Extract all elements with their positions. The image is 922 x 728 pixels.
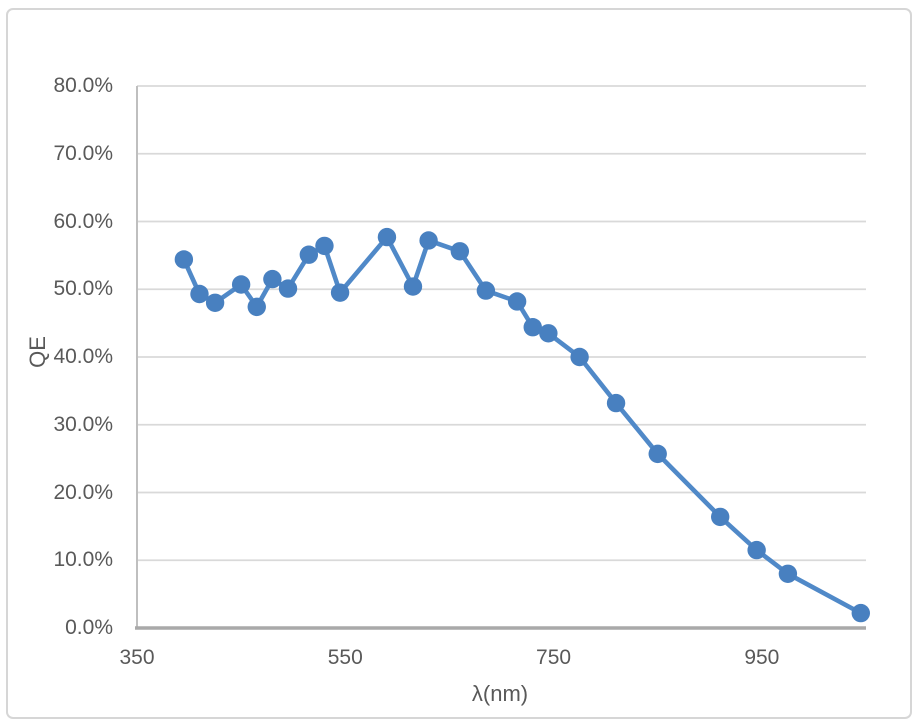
qe-data-point xyxy=(299,245,319,264)
qe-data-point xyxy=(330,283,350,302)
y-tick-label: 30.0% xyxy=(53,412,113,436)
qe-data-point xyxy=(711,507,730,527)
qe-data-point xyxy=(419,231,438,250)
qe-data-point xyxy=(377,227,397,247)
y-axis-title: QE xyxy=(25,336,50,368)
qe-data-point xyxy=(247,297,266,317)
qe-data-point xyxy=(539,324,558,343)
qe-data-point xyxy=(403,277,423,296)
chart-border xyxy=(6,8,912,719)
qe-data-point xyxy=(570,347,589,367)
y-tick-label: 10.0% xyxy=(53,548,113,572)
qe-data-point xyxy=(606,393,626,413)
qe-data-point xyxy=(747,540,766,560)
qe-data-point xyxy=(778,564,798,583)
qe-data-point xyxy=(174,250,194,269)
x-tick-label: 350 xyxy=(119,646,155,669)
y-tick-label: 0.0% xyxy=(65,616,113,639)
qe-data-point xyxy=(507,292,527,311)
qe-data-point xyxy=(648,444,667,464)
y-tick-label: 80.0% xyxy=(53,74,113,97)
x-tick-label: 750 xyxy=(536,646,572,669)
y-tick-label: 50.0% xyxy=(53,277,113,301)
x-tick-label: 550 xyxy=(327,646,363,669)
y-tick-label: 20.0% xyxy=(53,480,113,504)
qe-data-point xyxy=(851,603,870,623)
qe-data-point xyxy=(315,236,334,256)
x-tick-label: 950 xyxy=(744,646,780,669)
x-axis-title: λ(nm) xyxy=(471,681,529,706)
qe-data-point xyxy=(231,275,251,294)
qe-data-point xyxy=(205,293,225,312)
y-tick-label: 40.0% xyxy=(53,345,113,368)
qe-data-point xyxy=(278,279,298,298)
qe-data-point xyxy=(523,317,542,337)
qe-data-point xyxy=(476,281,496,300)
y-tick-label: 60.0% xyxy=(53,209,113,233)
qe-data-point xyxy=(190,284,209,304)
qe-data-point xyxy=(450,242,470,261)
qe-data-point xyxy=(263,269,282,289)
y-tick-label: 70.0% xyxy=(53,141,113,165)
